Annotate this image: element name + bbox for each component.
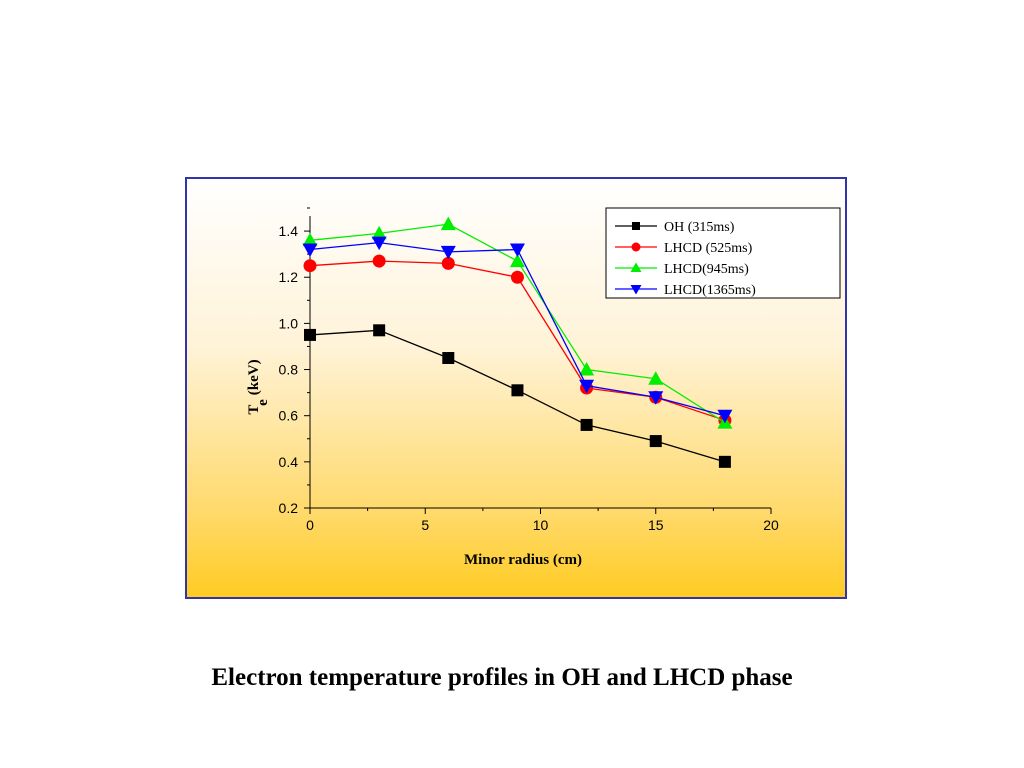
data-point bbox=[649, 435, 662, 448]
y-axis-title-symbol: T bbox=[246, 405, 262, 415]
data-point bbox=[510, 270, 524, 284]
data-point bbox=[579, 379, 595, 394]
svg-text:Te(keV): Te (keV) bbox=[246, 359, 271, 414]
legend-label: OH (315ms) bbox=[664, 220, 735, 235]
data-point bbox=[302, 243, 318, 258]
y-tick-label: 0.2 bbox=[279, 500, 299, 516]
data-point bbox=[648, 371, 664, 385]
data-point bbox=[648, 391, 664, 405]
data-point bbox=[304, 328, 316, 341]
page-caption: Electron temperature profiles in OH and … bbox=[211, 664, 793, 691]
data-point bbox=[579, 362, 595, 376]
legend-marker bbox=[630, 285, 642, 295]
legend-marker bbox=[632, 222, 640, 230]
data-point bbox=[509, 253, 525, 268]
y-tick-label: 0.8 bbox=[279, 362, 299, 378]
data-point bbox=[303, 259, 317, 273]
data-point bbox=[509, 243, 525, 258]
legend-item: LHCD (525ms) bbox=[615, 241, 753, 256]
y-tick-label: 1.4 bbox=[279, 223, 299, 239]
x-tick-label: 0 bbox=[306, 517, 314, 533]
series-layer bbox=[302, 216, 733, 468]
data-point bbox=[718, 455, 731, 468]
series-1 bbox=[304, 324, 731, 468]
data-point bbox=[371, 236, 387, 251]
chart-panel: 0 5 10 15 20 0.2 0.4 0.6 0.8 1.0 1.2 1.4 OH (315ms)… bbox=[185, 177, 847, 599]
series-3 bbox=[302, 216, 733, 429]
legend-item: LHCD(945ms) bbox=[615, 262, 749, 277]
x-tick-label: 15 bbox=[648, 517, 664, 533]
data-point bbox=[511, 384, 524, 397]
line-chart: 0 5 10 15 20 0.2 0.4 0.6 0.8 1.0 1.2 1.4 OH (315ms)… bbox=[246, 207, 841, 568]
data-point bbox=[442, 352, 455, 364]
x-tick-label: 20 bbox=[763, 517, 779, 533]
y-tick-label: 0.4 bbox=[279, 454, 299, 470]
data-point bbox=[373, 324, 386, 337]
x-axis-title: Minor radius (cm) bbox=[464, 552, 582, 568]
legend-label: LHCD(945ms) bbox=[664, 262, 749, 277]
y-tick-label: 1.0 bbox=[279, 315, 299, 331]
legend-label: LHCD(1365ms) bbox=[664, 283, 756, 298]
legend-label: LHCD (525ms) bbox=[664, 241, 753, 256]
y-axis-title: Te (keV) bbox=[246, 359, 271, 414]
data-point bbox=[440, 245, 456, 260]
y-tick-label: 0.6 bbox=[279, 408, 299, 424]
data-point bbox=[441, 256, 455, 270]
series-4 bbox=[302, 236, 733, 424]
data-point bbox=[580, 418, 593, 431]
data-point bbox=[371, 225, 387, 240]
legend-box bbox=[605, 207, 841, 299]
legend-marker bbox=[630, 262, 642, 272]
data-point bbox=[717, 409, 733, 424]
y-axis-title-unit: (keV) bbox=[246, 359, 262, 395]
data-point bbox=[302, 232, 318, 247]
legend-item: LHCD(1365ms) bbox=[615, 283, 756, 298]
x-tick-label: 10 bbox=[533, 517, 549, 533]
data-point bbox=[372, 254, 386, 268]
y-tick-label: 1.2 bbox=[279, 269, 299, 285]
axes: 0 5 10 15 20 0.2 0.4 0.6 0.8 1.0 1.2 1.4 bbox=[279, 207, 779, 533]
legend-marker bbox=[631, 242, 641, 252]
data-point bbox=[440, 216, 456, 231]
x-tick-label: 5 bbox=[421, 517, 429, 533]
y-axis-title-subscript: e bbox=[255, 399, 271, 406]
legend: OH (315ms) LHCD (525ms) LHCD(945ms) LHCD(13… bbox=[605, 207, 841, 299]
legend-item: OH (315ms) bbox=[615, 220, 735, 235]
